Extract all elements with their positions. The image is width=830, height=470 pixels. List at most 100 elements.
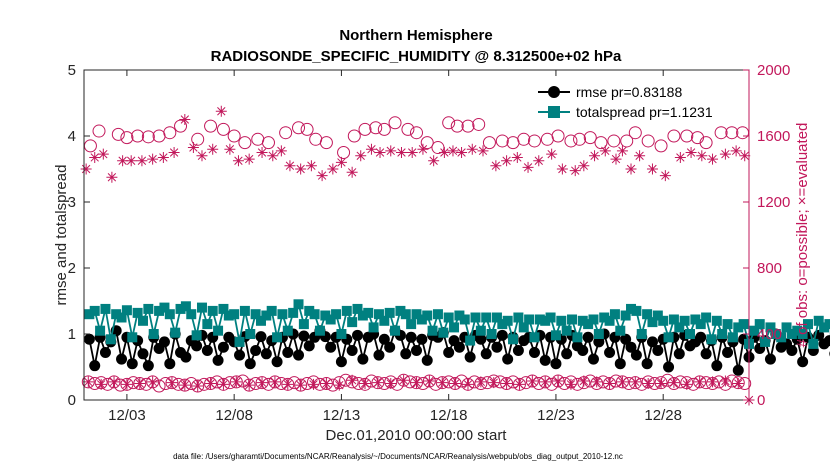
rmse-point [539,354,551,366]
rmse-point [250,345,262,356]
obs-possible-point [92,124,106,138]
totalspread-point [250,309,261,320]
rmse-point [582,331,594,343]
rmse-point [502,353,514,365]
rmse-point [335,356,347,368]
obs-evaluated-point [436,377,448,389]
obs-evaluated-point [599,145,611,157]
obs-evaluated-point [447,145,459,157]
y-left-tick-label: 1 [68,326,76,343]
obs-possible-point [401,122,415,136]
obs-evaluated-point [642,378,654,389]
obs-possible-point [146,375,160,389]
obs-evaluated-point [256,377,268,389]
y-right-tick-label: 2000 [757,62,790,79]
totalspread-point [411,309,422,320]
totalspread-point [690,314,701,325]
x-tick-label: 12/03 [108,407,146,424]
obs-evaluated-point [616,376,628,388]
totalspread-point [647,317,658,328]
obs-evaluated-point [591,376,603,388]
y-left-tick-label: 4 [68,128,76,145]
rmse-point [405,331,417,343]
totalspread-point [336,329,347,339]
rmse-point [646,336,658,348]
totalspread-point [154,305,165,316]
obs-evaluated-point [539,376,551,388]
totalspread-point [379,315,390,326]
rmse-point [587,353,599,365]
obs-evaluated-point [282,378,294,390]
obs-possible-point [251,132,265,146]
totalspread-point [550,330,561,341]
obs-evaluated-point [501,155,513,167]
obs-possible-point [461,119,475,133]
totalspread-point [368,322,379,333]
obs-evaluated-point [513,378,525,390]
obs-evaluated-point [232,155,244,167]
obs-evaluated-point [121,378,133,390]
totalspread-point [293,299,304,310]
y-left-tick-label: 2 [68,260,76,277]
rmse-point [201,345,213,356]
obs-possible-point [551,129,565,143]
totalspread-point [357,310,368,321]
x-tick-label: 12/28 [644,407,682,424]
rmse-point [244,358,256,370]
obs-evaluated-point [694,376,706,388]
totalspread-point [491,312,502,323]
obs-evaluated-point [359,378,371,389]
rmse-point [357,353,369,365]
totalspread-point [191,330,202,341]
totalspread-point [261,310,272,321]
totalspread-point [631,305,642,316]
obs-evaluated-point [490,160,502,172]
obs-possible-point [551,374,565,388]
obs-evaluated-point [655,378,667,389]
obs-possible-point [420,136,434,150]
obs-possible-point [431,141,445,155]
rmse-point [298,330,310,342]
totalspread-point [781,322,792,333]
obs-possible-point [691,131,705,145]
y-axis-right: 0 400 800 1200 1600 2000 [743,62,790,409]
obs-evaluated-point [449,378,461,389]
obs-evaluated-point [511,151,523,163]
obs-evaluated-point [346,166,358,178]
obs-evaluated-point [707,376,719,388]
totalspread-point [111,309,122,320]
obs-possible-point [397,373,411,387]
totalspread-point [754,319,765,330]
series-3-group [80,105,751,183]
totalspread-point [223,310,234,321]
y-left-tick-label: 3 [68,194,76,211]
obs-possible-point [347,129,361,143]
totalspread-point [282,325,293,336]
obs-evaluated-point [196,150,208,162]
totalspread-point [245,329,256,339]
totalspread-point [427,325,438,336]
totalspread-point [465,335,476,346]
rmse-point [378,333,390,345]
obs-evaluated-point [284,160,296,172]
totalspread-point [727,332,738,343]
obs-possible-point [512,377,526,391]
rmse-point [630,349,642,361]
obs-evaluated-point [346,374,358,386]
obs-possible-point [279,126,293,140]
obs-evaluated-point [659,170,671,182]
rmse-point [260,348,272,360]
rmse-point [83,333,95,345]
obs-evaluated-point [108,376,120,388]
obs-evaluated-point [179,379,191,391]
totalspread-point [288,307,299,318]
obs-possible-point [358,122,372,136]
rmse-point [480,348,492,360]
obs-evaluated-point [533,155,545,167]
y-axis-left-label: rmse and totalspread [53,165,70,306]
obs-possible-point [242,378,256,392]
obs-possible-point [216,122,230,136]
legend-totalspread-label: totalspread pr=1.1231 [576,104,713,120]
obs-possible-point [517,132,531,146]
rmse-point [217,341,229,353]
